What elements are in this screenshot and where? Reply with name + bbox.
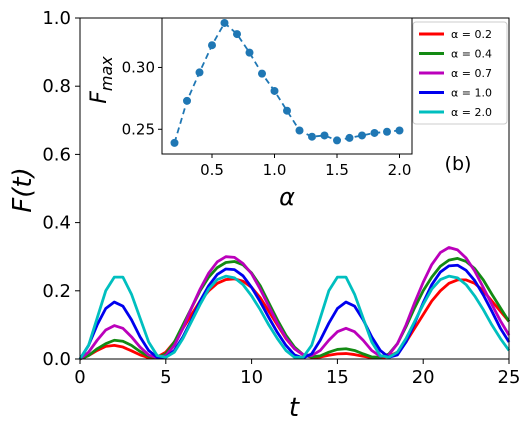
inset-y-ticks: 0.25 0.30 [122,58,162,138]
legend-box [412,21,508,125]
inset-data-point [258,69,266,78]
main-x-tick-label: 5 [160,367,171,388]
inset-y-tick-label: 0.25 [122,120,155,138]
panel-annotation: (b) [445,153,472,175]
inset-data-point [320,131,329,140]
series-line-3 [78,263,511,360]
inset-data-point [345,133,354,142]
legend-label-1: α = 0.4 [451,48,492,61]
inset-data-point [270,86,279,95]
series-line-4 [78,274,511,360]
main-x-tick-label: 15 [326,367,349,388]
inset-data-point [283,106,291,115]
main-series-group [78,246,511,361]
main-y-tick-label: 0.4 [42,213,71,234]
inset-plot-frame [161,17,413,155]
main-x-ticks: 0 5 10 15 20 25 [74,359,520,388]
inset-data-point [333,136,341,145]
inset-background [162,18,412,154]
legend-label-2: α = 0.7 [451,67,492,80]
main-plot: 0 5 10 15 20 25 0.0 0.2 0.4 0.6 0.8 1.0 t F(t) (b) [8,8,520,423]
inset-x-tick-label: 1.5 [325,161,349,179]
main-y-tick-label: 0.8 [42,76,71,97]
inset-x-tick-label: 0.5 [200,161,224,179]
main-x-axis-label: t [289,393,300,423]
inset-x-axis-label: α [279,183,295,211]
main-x-tick-label: 20 [412,367,435,388]
inset-data-point [233,30,241,39]
inset-data-point [170,138,179,147]
inset-data-point [183,96,191,105]
inset-data-point [245,48,254,57]
main-x-tick-label: 0 [74,367,85,388]
inset-data-point [220,18,229,27]
inset-data-point [308,132,316,141]
legend-label-3: α = 1.0 [451,87,492,100]
legend: α = 0.2 α = 0.4 α = 0.7 α = 1.0 α = 2.0 [412,21,508,125]
inset-data-point [358,131,366,140]
inset-plot: 0.5 1.0 1.5 2.0 0.25 0.30 α Fmax [87,17,413,211]
inset-x-tick-label: 2.0 [388,161,412,179]
inset-data-point [195,68,204,77]
inset-y-axis-label: Fmax [87,56,116,104]
main-y-tick-label: 0.6 [42,144,71,165]
inset-data-point [208,41,216,50]
series-line-2 [79,246,511,361]
legend-entries: α = 0.2 α = 0.4 α = 0.7 α = 1.0 α = 2.0 [419,28,492,119]
main-y-axis-label: F(t) [8,167,38,212]
inset-y-tick-label: 0.30 [122,58,155,76]
inset-data-point [295,126,304,135]
inset-y-axis-label-main: F [87,91,112,104]
legend-label-0: α = 0.2 [451,28,492,41]
inset-y-axis-label-sub: max [97,56,116,91]
inset-x-tick-label: 1.0 [263,161,287,179]
inset-data-point [383,127,391,136]
main-x-tick-label: 10 [240,367,263,388]
main-y-ticks: 0.0 0.2 0.4 0.6 0.8 1.0 [42,8,80,370]
inset-series-group [170,18,404,147]
main-x-tick-label: 25 [498,367,521,388]
main-y-tick-label: 1.0 [42,8,71,29]
inset-data-point [395,126,404,135]
inset-data-point [370,128,379,137]
main-y-tick-label: 0.0 [42,349,71,370]
inset-x-ticks: 0.5 1.0 1.5 2.0 [200,154,411,179]
legend-label-4: α = 2.0 [451,106,492,119]
main-y-tick-label: 0.2 [42,281,71,302]
